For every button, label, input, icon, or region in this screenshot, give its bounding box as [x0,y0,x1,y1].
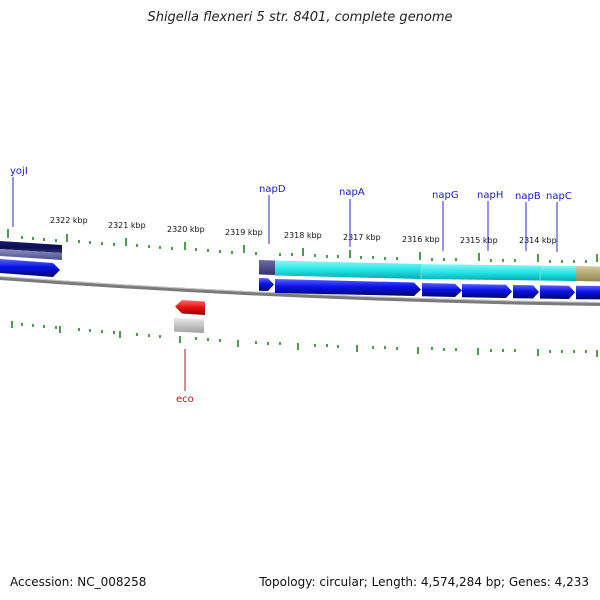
gene-label-napG[interactable]: napG [432,190,459,201]
napA-feature-bar[interactable] [275,260,421,280]
outer-major-ticks [7,229,598,262]
gene-label-napD[interactable]: napD [259,184,286,195]
napA-gene-arrow[interactable] [275,279,421,296]
reverse-gene-track [174,300,205,333]
gene-label-eco[interactable]: eco [176,394,194,405]
tick-label: 2314 kbp [519,236,557,245]
accession-text: Accession: NC_008258 [10,575,147,589]
eco-feature-bar[interactable] [174,318,204,333]
napD-feature-bar[interactable] [259,260,275,275]
gene-label-yojI[interactable]: yojI [10,166,28,177]
eco-gene-arrow[interactable] [175,300,205,315]
tick-label: 2317 kbp [343,233,381,242]
map-title: Shigella flexneri 5 str. 8401, complete … [147,10,453,25]
gene-label-napA[interactable]: napA [339,187,365,198]
tick-label: 2322 kbp [50,216,88,225]
tick-label: 2319 kbp [225,228,263,237]
forward-gene-track [0,259,600,300]
tick-label: 2318 kbp [284,231,322,240]
napB-gene-arrow[interactable] [513,285,539,299]
tick-label: 2315 kbp [460,236,498,245]
yojI-feature-bar-lower[interactable] [0,249,62,260]
next-gene-arrow[interactable] [576,285,600,300]
gene-label-napC[interactable]: napC [546,191,572,202]
napG-gene-arrow[interactable] [422,283,462,297]
tick-label: 2320 kbp [167,225,205,234]
yojI-gene-arrow[interactable] [0,259,60,277]
outer-minor-ticks [21,236,587,263]
gene-label-napB[interactable]: napB [515,191,541,202]
olive-feature-bar[interactable] [576,266,600,282]
inner-minor-ticks [21,323,587,353]
gene-label-napH[interactable]: napH [477,190,503,201]
napC-feature-bar[interactable] [540,265,576,282]
topology-text: Topology: circular; Length: 4,574,284 bp… [259,575,589,589]
napD-gene-arrow[interactable] [259,278,274,291]
napC-gene-arrow[interactable] [540,285,575,299]
napG-feature-bar[interactable] [421,264,540,281]
inner-major-ticks [11,321,598,357]
genome-backbone [0,276,600,306]
napH-gene-arrow[interactable] [462,284,512,298]
tick-label: 2316 kbp [402,235,440,244]
tick-label: 2321 kbp [108,221,146,230]
outer-feature-track [0,241,600,282]
